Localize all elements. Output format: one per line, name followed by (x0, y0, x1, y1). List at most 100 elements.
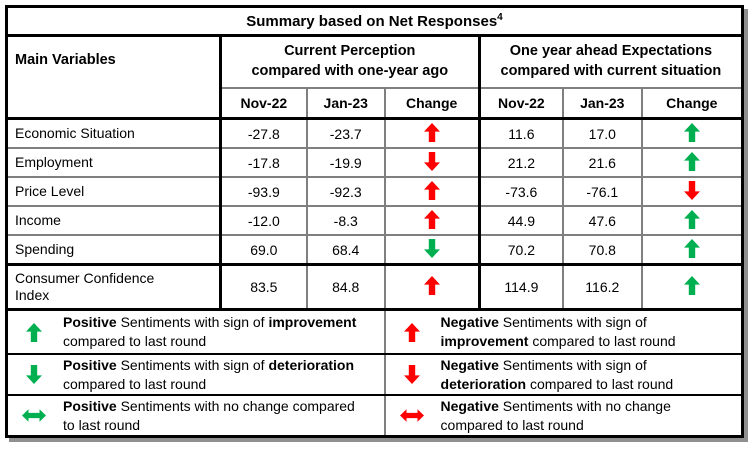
variable-name: Price Level (15, 183, 85, 200)
legend-text-normal: Sentiments with sign of (116, 356, 269, 373)
legend-text: Negative Sentiments with sign of deterio… (441, 356, 686, 394)
legend-cell-positive-deterioration: Positive Sentiments with sign of deterio… (6, 354, 386, 396)
legend-arrow-icon (399, 322, 425, 342)
legend-arrow-icon (21, 322, 47, 342)
legend-text-bold: improvement (268, 314, 357, 331)
one-year-ahead-group-header: One year ahead Expectations compared wit… (479, 35, 743, 89)
legend-text-normal: Sentiments with no change compared to la… (440, 397, 671, 433)
value-cell: 114.9 (479, 264, 564, 311)
value-cell: 69.0 (220, 235, 308, 266)
legend-cell-negative-deterioration: Negative Sentiments with sign of deterio… (384, 354, 743, 396)
legend-text-bold: Positive (63, 397, 117, 414)
variable-name: Employment (15, 154, 93, 171)
legend-cell-positive-improvement: Positive Sentiments with sign of improve… (6, 309, 386, 355)
value-cell: -92.3 (306, 177, 386, 207)
change-arrow-icon (423, 151, 440, 171)
value-cell: 21.6 (562, 148, 643, 178)
legend-item: Positive Sentiments with no change compa… (8, 397, 384, 435)
legend-row: Positive Sentiments with sign of deterio… (6, 354, 743, 396)
legend-text: Positive Sentiments with sign of deterio… (63, 356, 365, 394)
table-row: Income -12.0 -8.3 44.9 47.6 (6, 206, 743, 236)
group2-line1: One year ahead Expectations (509, 43, 713, 60)
legend-item: Negative Sentiments with no change compa… (386, 397, 741, 435)
legend-text-normal: Sentiments with sign of (498, 356, 647, 373)
value-cell: -73.6 (479, 177, 564, 207)
legend-cell-negative-improvement: Negative Sentiments with sign of improve… (384, 309, 743, 355)
cp-nov22-header: Nov-22 (220, 88, 308, 120)
group2-line2: compared with current situation (500, 63, 722, 79)
change-cell (641, 177, 743, 207)
group1-line1: Current Perception (284, 43, 416, 60)
legend-text-bold: Negative (440, 397, 499, 414)
value-cell: 44.9 (479, 206, 564, 236)
legend-item: Positive Sentiments with sign of deterio… (8, 356, 384, 394)
legend-text-normal: compared to last round (528, 333, 676, 349)
group1-line2: compared with one-year ago (251, 63, 449, 79)
variable-name: Economic Situation (15, 125, 135, 142)
change-arrow-icon (683, 276, 700, 295)
legend-item: Negative Sentiments with sign of deterio… (386, 356, 741, 394)
change-cell (384, 235, 481, 266)
table-row: Price Level -93.9 -92.3 -73.6 -76.1 (6, 177, 743, 207)
cp-jan23-header: Jan-23 (306, 88, 386, 120)
legend-text-normal: compared to last round (526, 375, 674, 392)
row-name-cell: Spending (6, 235, 222, 266)
title-footnote-superscript: 4 (497, 12, 503, 23)
legend-text-bold: Negative (440, 314, 499, 331)
legend-text-bold: Positive (63, 314, 117, 331)
oy-jan23-header: Jan-23 (562, 88, 643, 120)
legend-text-normal: Sentiments with sign of (116, 314, 269, 331)
change-cell (384, 264, 481, 311)
variable-name: Consumer Confidence Index (15, 269, 155, 304)
change-arrow-icon (683, 238, 700, 258)
legend-text-bold: Negative (440, 356, 499, 373)
change-cell (384, 118, 481, 149)
table-title: Summary based on Net Responses4 (6, 6, 743, 37)
row-name-cell: Price Level (6, 177, 222, 207)
oy-nov22-header: Nov-22 (479, 88, 564, 120)
change-cell (641, 235, 743, 266)
value-cell: 70.8 (562, 235, 643, 266)
legend-arrow-icon (21, 365, 47, 384)
legend-text-bold: improvement (440, 333, 529, 349)
value-cell: 83.5 (220, 264, 308, 311)
variable-name: Spending (15, 241, 75, 258)
legend-arrow-icon (399, 409, 425, 422)
value-cell: -93.9 (220, 177, 308, 207)
group-header-row: Main Variables Current Perception compar… (6, 35, 743, 120)
oy-change-header: Change (641, 88, 743, 120)
legend-row: Positive Sentiments with no change compa… (6, 395, 743, 437)
legend-text-bold: Positive (63, 356, 117, 373)
change-arrow-icon (423, 276, 440, 295)
value-cell: -23.7 (306, 118, 386, 149)
change-cell (641, 264, 743, 311)
legend-text: Negative Sentiments with no change compa… (441, 397, 686, 435)
change-arrow-icon (683, 122, 700, 142)
change-arrow-icon (423, 209, 440, 229)
legend-text-normal: Sentiments with no change compared to la… (63, 397, 355, 433)
table-row: Employment -17.8 -19.9 21.2 21.6 (6, 148, 743, 178)
legend-text-normal: Sentiments with sign of (498, 314, 647, 331)
legend-item: Negative Sentiments with sign of improve… (386, 313, 741, 351)
value-cell: -12.0 (220, 206, 308, 236)
change-cell (384, 177, 481, 207)
table-row: Consumer Confidence Index 83.5 84.8 114.… (6, 264, 743, 311)
change-arrow-icon (683, 180, 700, 200)
value-cell: 84.8 (306, 264, 386, 311)
value-cell: 70.2 (479, 235, 564, 266)
value-cell: 17.0 (562, 118, 643, 149)
table-title-text: Summary based on Net Responses (246, 13, 498, 30)
title-row: Summary based on Net Responses4 (6, 6, 743, 37)
value-cell: 21.2 (479, 148, 564, 178)
change-cell (641, 206, 743, 236)
legend-text-bold: deterioration (440, 375, 527, 392)
legend-text: Positive Sentiments with no change compa… (63, 397, 365, 435)
change-arrow-icon (683, 209, 700, 229)
row-name-cell: Employment (6, 148, 222, 178)
legend-arrow-icon (399, 365, 425, 384)
legend-text: Negative Sentiments with sign of improve… (441, 313, 686, 351)
value-cell: 11.6 (479, 118, 564, 149)
value-cell: -76.1 (562, 177, 643, 207)
legend-cell-positive-no-change: Positive Sentiments with no change compa… (6, 395, 386, 437)
change-arrow-icon (423, 122, 440, 142)
